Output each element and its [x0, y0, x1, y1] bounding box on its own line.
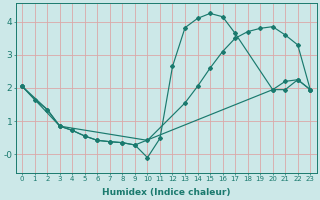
X-axis label: Humidex (Indice chaleur): Humidex (Indice chaleur) [102, 188, 230, 197]
